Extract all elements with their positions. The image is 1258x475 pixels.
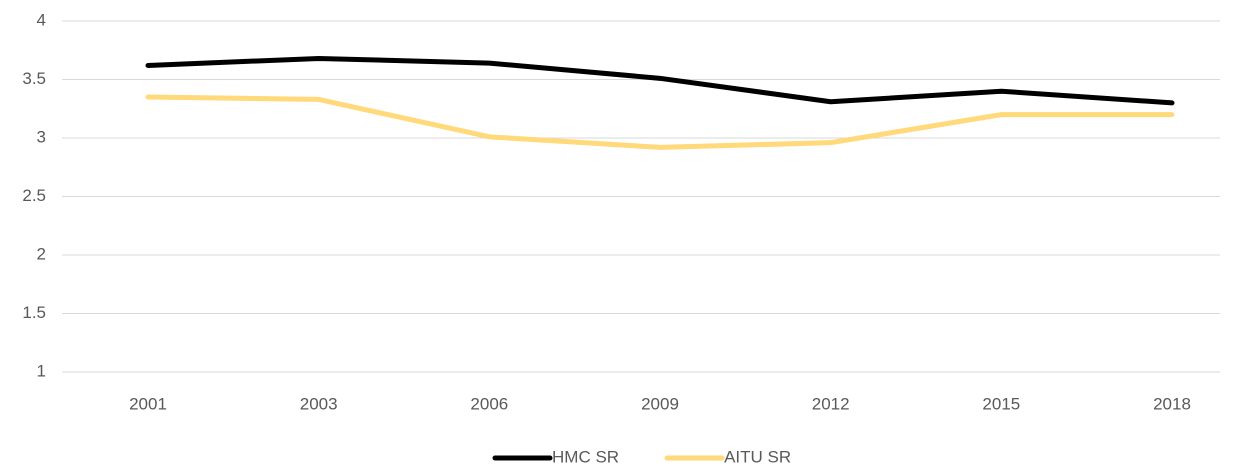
y-tick-label: 2.5 (22, 186, 46, 205)
y-tick-label: 1 (37, 361, 46, 380)
legend-label: AITU SR (724, 447, 791, 466)
x-tick-label: 2012 (812, 394, 850, 413)
x-tick-label: 2001 (129, 394, 167, 413)
y-tick-label: 3.5 (22, 69, 46, 88)
x-tick-label: 2015 (982, 394, 1020, 413)
x-tick-label: 2009 (641, 394, 679, 413)
series-line (145, 94, 1175, 150)
y-tick-label: 4 (37, 10, 46, 29)
y-tick-label: 2 (37, 244, 46, 263)
y-tick-label: 3 (37, 127, 46, 146)
x-tick-label: 2006 (470, 394, 508, 413)
series-line (145, 55, 1175, 106)
x-tick-label: 2018 (1153, 394, 1191, 413)
x-tick-label: 2003 (300, 394, 338, 413)
y-tick-label: 1.5 (22, 303, 46, 322)
legend-label: HMC SR (552, 447, 619, 466)
